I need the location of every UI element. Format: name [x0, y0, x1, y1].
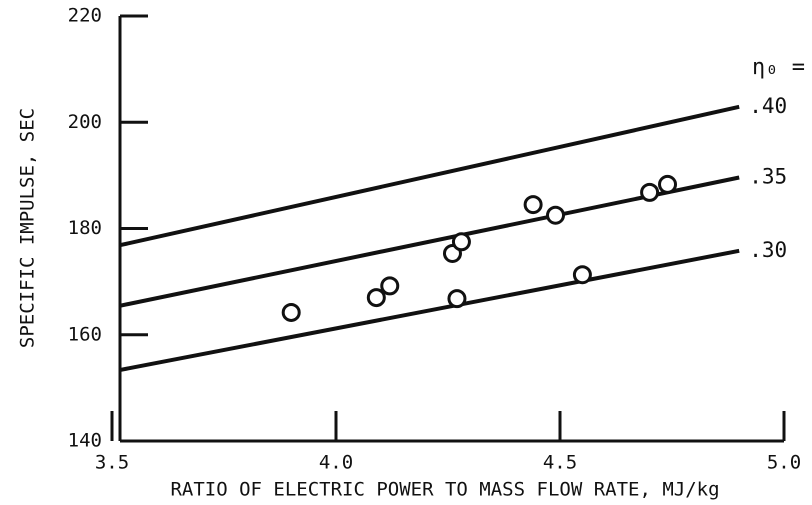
line-label: .30: [749, 238, 787, 262]
y-tick-label: 200: [68, 111, 102, 133]
data-point: [523, 195, 543, 215]
y-tick-label: 160: [68, 323, 102, 345]
data-point: [546, 205, 566, 225]
x-tick-label: 4.5: [543, 452, 577, 474]
x-tick-label: 4.0: [319, 452, 353, 474]
y-tick-label: 180: [68, 217, 102, 239]
x-tick-label: 5.0: [767, 452, 801, 474]
data-point: [447, 289, 467, 309]
y-axis-label: SPECIFIC IMPULSE, SEC: [17, 108, 39, 348]
x-tick-label: 3.5: [95, 452, 129, 474]
annotation: η₀ =: [752, 55, 805, 80]
line-label: .40: [749, 94, 787, 118]
data-point: [281, 302, 301, 322]
data-point: [451, 232, 471, 252]
x-axis-label: RATIO OF ELECTRIC POWER TO MASS FLOW RAT…: [170, 479, 719, 501]
line-label: .35: [749, 165, 787, 189]
data-point: [366, 288, 386, 308]
reference-line: [120, 175, 740, 308]
data-point: [572, 265, 592, 285]
data-point: [658, 174, 678, 194]
data-point: [640, 182, 660, 202]
y-tick-label: 140: [68, 430, 102, 452]
reference-line: [120, 248, 740, 372]
reference-line: [120, 104, 740, 247]
y-tick-label: 220: [68, 5, 102, 27]
data-point: [380, 276, 400, 296]
